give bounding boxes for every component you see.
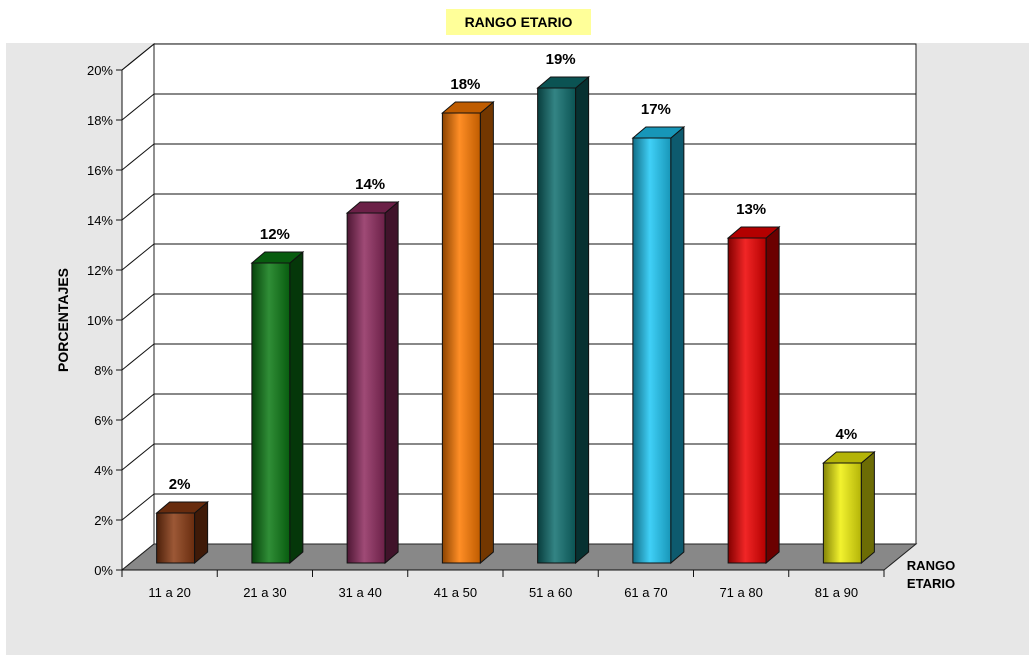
x-tick-label: 31 a 40 [338, 585, 381, 600]
y-tick-label: 2% [94, 513, 113, 528]
y-tick-label: 10% [87, 313, 113, 328]
data-label: 4% [836, 426, 858, 443]
bar-side [575, 75, 590, 565]
gridline-side [121, 93, 155, 121]
data-label: 14% [355, 176, 385, 193]
bar-top [155, 501, 209, 514]
data-label: 13% [736, 201, 766, 218]
bar-2 [345, 200, 400, 565]
bar-side [384, 200, 399, 565]
x-tick-label: 61 a 70 [624, 585, 667, 600]
data-label: 19% [546, 51, 576, 68]
bar-top [345, 201, 400, 214]
bar-side [479, 100, 494, 565]
bar-top [631, 126, 686, 139]
bar-side [670, 125, 685, 565]
x-tick-label: 51 a 60 [529, 585, 572, 600]
y-tick-label: 6% [94, 413, 113, 428]
bar-6 [726, 225, 781, 565]
bar-front [156, 512, 196, 564]
bar-top [536, 76, 590, 89]
x-tick-label: 71 a 80 [719, 585, 762, 600]
x-tick-label: 11 a 20 [148, 585, 190, 600]
bar-front [441, 112, 481, 564]
data-label: 18% [450, 76, 480, 93]
y-tick-label: 18% [87, 113, 113, 128]
gridline-side [121, 243, 155, 271]
data-label: 17% [641, 101, 671, 118]
y-tick-label: 12% [87, 263, 113, 278]
x-axis-title-line: ETARIO [907, 576, 955, 591]
bar-side [289, 250, 304, 565]
bar-5 [631, 125, 686, 565]
bar-top [822, 451, 876, 464]
y-tick-label: 14% [87, 213, 113, 228]
y-tick-label: 20% [87, 63, 113, 78]
bar-top [441, 101, 495, 114]
y-tick-label: 0% [94, 563, 113, 578]
gridline-side [121, 43, 155, 71]
x-tick-label: 21 a 30 [243, 585, 286, 600]
y-axis-title: PORCENTAJES [55, 268, 71, 372]
gridline-side [121, 343, 155, 371]
y-tick-label: 16% [87, 163, 113, 178]
bar-side [860, 450, 875, 565]
bar-top [250, 251, 305, 264]
y-tick-label: 4% [94, 463, 113, 478]
bar-3 [441, 100, 495, 565]
bar-front [537, 87, 577, 564]
bar-4 [536, 75, 590, 565]
bar-front [251, 262, 291, 564]
x-axis-title-line: RANGO [907, 558, 955, 573]
x-tick-label: 41 a 50 [434, 585, 477, 600]
bar-side [765, 225, 780, 565]
gridline-side [121, 293, 155, 321]
bar-top [726, 226, 781, 239]
bar-front [632, 137, 672, 564]
chart-title: RANGO ETARIO [446, 9, 591, 35]
gridline-side [121, 393, 155, 421]
x-axis-title: RANGO ETARIO [907, 558, 955, 591]
data-label: 2% [169, 476, 191, 493]
bar-7 [822, 450, 876, 565]
gridline-side [121, 493, 155, 521]
gridline-side [121, 193, 155, 221]
x-tick-label: 81 a 90 [815, 585, 858, 600]
floor [120, 543, 918, 571]
bar-front [346, 212, 386, 564]
gridline-side [121, 143, 155, 171]
data-label: 12% [260, 226, 290, 243]
bar-1 [250, 250, 305, 565]
y-tick-label: 8% [94, 363, 113, 378]
bar-0 [155, 500, 209, 565]
gridline-side [121, 443, 155, 471]
bar-front [822, 462, 862, 564]
bar-front [727, 237, 767, 564]
